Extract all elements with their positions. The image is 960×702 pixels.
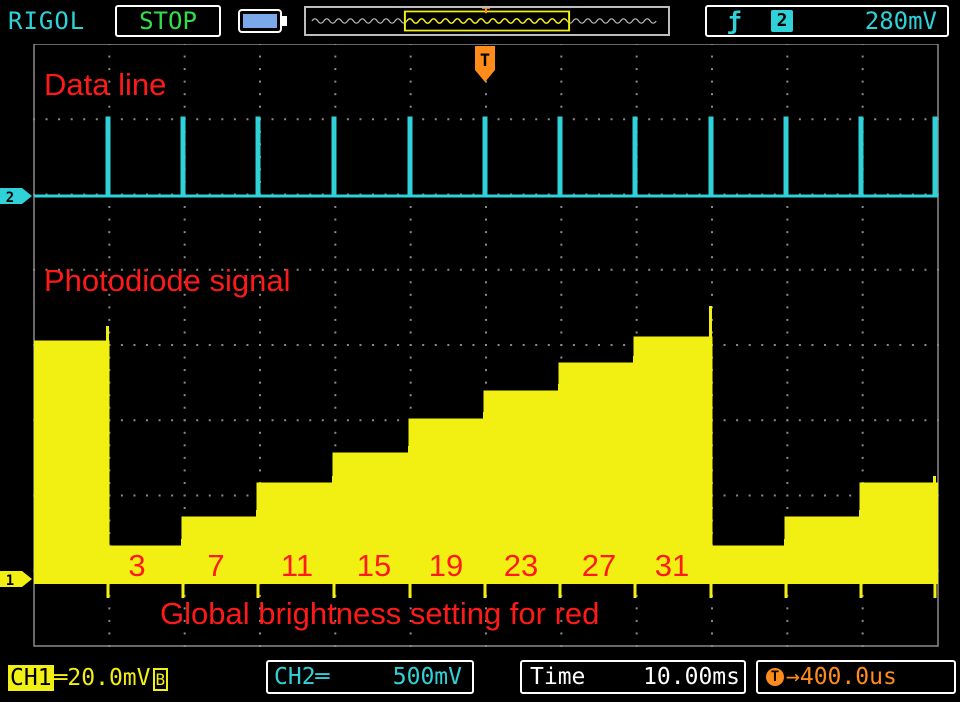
ch2-ground-marker: 2 [0, 188, 32, 206]
ch1-transition-spike [859, 510, 862, 584]
ch1-transition-spike [933, 476, 936, 584]
top-status-bar: RIGOL STOP ƒ 2 280mV [0, 0, 960, 44]
ch1-negative-spike [483, 584, 487, 598]
ch1-transition-spike [332, 476, 335, 584]
ch1-negative-spike [933, 584, 937, 598]
timebase-indicator[interactable]: Time 10.00ms [520, 660, 746, 694]
brightness-level-label: 31 [654, 548, 690, 583]
ch1-negative-spike [859, 584, 863, 598]
brightness-level-label: 7 [207, 548, 225, 583]
ch1-transition-spike [784, 539, 787, 584]
waveform-display[interactable]: T 2 1 Data line Photodiode signal 3 7 11 15… [0, 43, 960, 656]
brightness-level-label: 15 [356, 548, 392, 583]
rising-edge-icon: ƒ [727, 7, 742, 35]
ch1-negative-spike [709, 584, 713, 598]
ch2-scale: 500mV [392, 664, 462, 690]
ch1-negative-spike [633, 584, 637, 598]
ch1-negative-spike [106, 584, 110, 598]
trigger-icon: T [766, 668, 784, 686]
ch1-scale: 20.0mV [67, 665, 151, 691]
ch1-transition-spike [106, 326, 109, 584]
brightness-level-label: 27 [581, 548, 617, 583]
ch1-transition-spike [408, 446, 411, 584]
dc-coupling-icon: ═ [315, 664, 330, 690]
trigger-offset: →400.0us [786, 664, 897, 690]
brightness-level-label: 11 [280, 548, 314, 583]
ch1-scale-indicator[interactable]: CH1═20.0mV B [8, 662, 169, 696]
ch2-label: CH2 [274, 664, 316, 690]
ch1-negative-spike [332, 584, 336, 598]
timebase-label: Time [530, 664, 586, 690]
ch1-ground-marker: 1 [0, 571, 32, 589]
trigger-source-badge: 2 [771, 10, 793, 32]
ch1-spikes [106, 306, 937, 598]
trigger-position-marker: T [475, 46, 495, 82]
data-line-label: Data line [44, 67, 167, 102]
ch1-negative-spike [558, 584, 562, 598]
dc-coupling-icon: ═ [53, 665, 68, 691]
ch1-label: CH1 [8, 665, 54, 691]
svg-text:1: 1 [6, 573, 14, 589]
ch1-negative-spike [408, 584, 412, 598]
brightness-level-label: 3 [128, 548, 146, 583]
ch1-transition-spike [181, 539, 184, 584]
bandwidth-limit-badge: B [152, 668, 169, 691]
ch1-negative-spike [256, 584, 260, 598]
ch1-transition-spike [709, 306, 712, 584]
ch2-waveform [34, 116, 938, 198]
caption-label: Global brightness setting for red [160, 596, 600, 631]
photodiode-label: Photodiode signal [44, 263, 291, 298]
run-stop-status[interactable]: STOP [115, 5, 221, 37]
bottom-status-bar: CH1═20.0mV B CH2═ 500mV Time 10.00ms T →4… [0, 656, 960, 702]
ch2-scale-indicator[interactable]: CH2═ 500mV [266, 660, 474, 694]
ch1-transition-spike [483, 412, 486, 584]
battery-icon [238, 9, 287, 33]
memory-overview-bar[interactable] [304, 6, 670, 36]
waveform-canvas: T 2 1 [0, 43, 939, 647]
ch1-transition-spike [256, 510, 259, 584]
timebase-scale: 10.00ms [643, 664, 740, 690]
trigger-level: 280mV [864, 7, 937, 35]
brand-logo: RIGOL [8, 7, 86, 35]
trigger-settings[interactable]: ƒ 2 280mV [705, 5, 949, 37]
svg-text:2: 2 [6, 190, 14, 206]
ch1-negative-spike [784, 584, 788, 598]
brightness-level-label: 19 [428, 548, 464, 583]
ch1-transition-spike [633, 356, 636, 584]
trigger-offset-indicator[interactable]: T →400.0us [756, 660, 956, 694]
ch1-negative-spike [181, 584, 185, 598]
ch1-transition-spike [558, 384, 561, 584]
svg-text:T: T [480, 51, 490, 71]
brightness-level-label: 23 [503, 548, 539, 583]
